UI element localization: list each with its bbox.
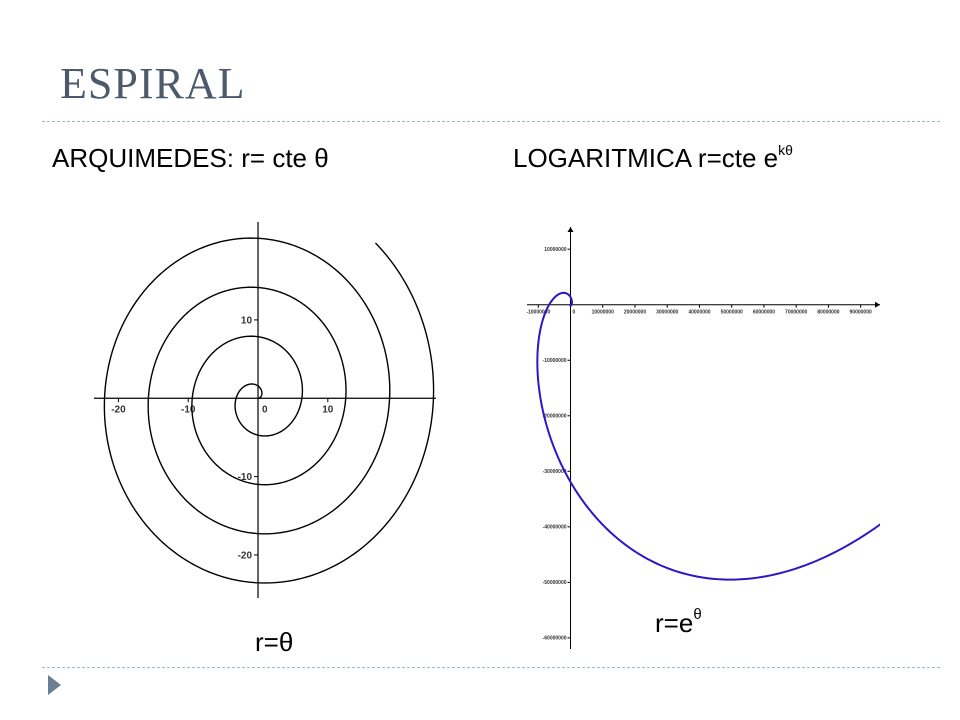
y-tick-label: -10000000 [543,358,567,364]
x-tick-label: 70000000 [785,310,807,316]
archimedes-heading: ARQUIMEDES: r= cte θ [52,143,329,174]
logarithmic-heading-text: LOGARITMICA r=cte e [513,143,779,173]
y-tick-label: 10 [241,315,253,326]
x-tick-label: 10 [322,404,334,415]
x-tick-label: -20 [111,404,126,415]
x-tick-label: 60000000 [753,310,775,316]
x-tick-label: 80000000 [817,310,839,316]
bullet-arrow-icon [48,675,61,695]
archimedes-formula: r=θ [255,627,293,658]
x-tick-label: 20000000 [624,310,646,316]
y-tick-label: -20 [238,550,253,561]
x-tick-label: 0 [262,404,268,415]
logarithmic-heading-exponent: kθ [778,142,793,159]
spiral-curve [536,291,880,581]
x-tick-label: 40000000 [688,310,710,316]
bottom-divider [42,667,940,668]
x-tick-label: 30000000 [656,310,678,316]
archimedes-formula-text: r=θ [255,627,294,657]
x-tick-label: 90000000 [850,310,872,316]
archimedes-spiral-chart: -20 -10 0 10 10 -10 -20 [94,222,436,598]
x-tick-label: 0 [573,310,576,316]
spiral-curve [103,237,435,584]
logarithmic-heading: LOGARITMICA r=cte ekθ [513,142,793,174]
y-tick-label: -60000000 [543,636,567,642]
logarithmic-formula-text: r=e [655,608,694,638]
y-tick-label: -40000000 [543,525,567,531]
x-tick-label: -10000000 [526,310,550,316]
x-tick-label: 50000000 [721,310,743,316]
y-tick-label: -50000000 [543,580,567,586]
archimedes-heading-text: ARQUIMEDES: r= cte θ [52,143,329,173]
slide-title: ESPIRAL [60,59,246,108]
y-tick-label: -30000000 [543,469,567,475]
x-tick-label: -10 [181,404,196,415]
logarithmic-spiral-chart: -10000000 0 10000000 20000000 30000000 400000… [526,227,880,649]
x-axis-arrow-icon [875,301,880,308]
y-axis-arrow-icon [567,227,574,232]
y-tick-label: -10 [238,472,253,483]
logarithmic-formula-exponent: θ [693,606,702,624]
logarithmic-formula: r=eθ [655,606,702,639]
y-tick-label: 10000000 [544,247,566,253]
x-tick-label: 10000000 [592,310,614,316]
y-tick-label: -20000000 [543,414,567,420]
top-divider [42,121,940,122]
